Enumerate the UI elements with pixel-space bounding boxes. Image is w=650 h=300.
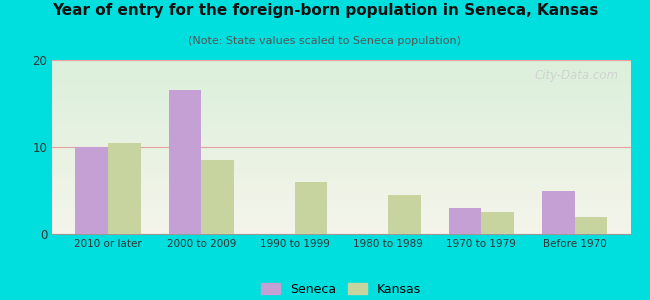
Text: Year of entry for the foreign-born population in Seneca, Kansas: Year of entry for the foreign-born popul… <box>52 3 598 18</box>
Bar <box>542 190 575 234</box>
Bar <box>388 195 421 234</box>
Bar <box>575 217 607 234</box>
Bar <box>294 182 327 234</box>
Text: City-Data.com: City-Data.com <box>535 69 619 82</box>
Text: (Note: State values scaled to Seneca population): (Note: State values scaled to Seneca pop… <box>188 36 462 46</box>
Bar <box>448 208 481 234</box>
Bar <box>481 212 514 234</box>
Bar <box>168 91 202 234</box>
Bar <box>75 147 108 234</box>
Bar <box>108 143 140 234</box>
Legend: Seneca, Kansas: Seneca, Kansas <box>256 278 426 300</box>
Bar <box>202 160 234 234</box>
